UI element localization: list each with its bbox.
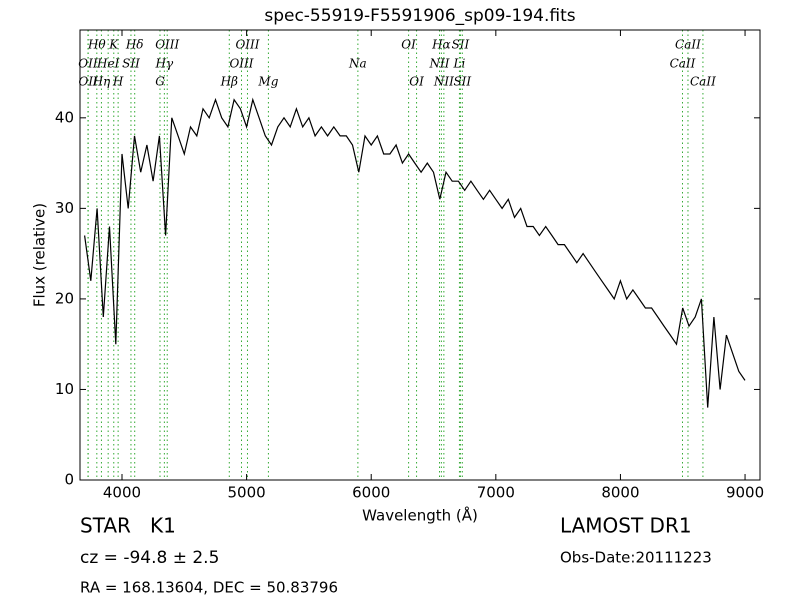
x-tick-label: 7000 <box>477 484 515 502</box>
spectral-line-label: CaII <box>690 75 716 89</box>
spectral-line-label: Li <box>453 57 466 71</box>
spectral-line-label: HeI <box>96 57 120 71</box>
x-tick-label: 9000 <box>726 484 764 502</box>
spectral-line-label: Hβ <box>220 75 238 89</box>
y-axis-label: Flux (relative) <box>31 203 49 307</box>
plot-frame <box>79 29 761 481</box>
spectral-line-label: Mg <box>257 75 278 89</box>
spectral-line-label: SII <box>122 57 140 71</box>
spectral-line-label: Hγ <box>155 57 174 71</box>
spectral-line-label: SII <box>453 75 471 89</box>
spectral-line-label: K <box>108 38 119 52</box>
spectral-line-label: H <box>112 75 124 89</box>
survey: LAMOST DR1 <box>560 514 692 538</box>
y-tick-label: 40 <box>55 108 74 126</box>
spectral-line-label: OII <box>79 75 99 89</box>
chart-title: spec-55919-F5591906_sp09-194.fits <box>264 6 575 26</box>
spectral-line-label: Na <box>348 57 367 71</box>
x-tick-label: 4000 <box>103 484 141 502</box>
spectral-line-label: OIII <box>235 38 259 52</box>
spectral-line-label: OII <box>78 57 98 71</box>
x-tick-label: 6000 <box>352 484 390 502</box>
spectral-line-label: OIII <box>155 38 179 52</box>
obs-date: Obs-Date:20111223 <box>560 549 712 567</box>
redshift: cz = -94.8 ± 2.5 <box>80 548 219 568</box>
spectral-line-label: OIII <box>229 57 253 71</box>
spectral-line-label: Hη <box>92 75 111 89</box>
spectrum <box>84 97 746 408</box>
y-tick-label: 20 <box>55 289 74 307</box>
spectral-line-label: OI <box>401 38 416 52</box>
spectral-line-label: Hδ <box>125 38 144 52</box>
x-axis-label: Wavelength (Å) <box>362 506 478 525</box>
spectral-line-label: G <box>155 75 165 89</box>
x-tick-label: 5000 <box>228 484 266 502</box>
y-tick-label: 10 <box>55 380 74 398</box>
spectral-line-label: Hα <box>431 38 451 52</box>
coordinates: RA = 168.13604, DEC = 50.83796 <box>80 579 338 597</box>
spectral-line-label: Hθ <box>87 38 106 52</box>
spectral-line-label: CaII <box>675 38 701 52</box>
spectral-line-label: OI <box>409 75 424 89</box>
spectral-line-label: NII <box>433 75 454 89</box>
spectral-line-label: NII <box>429 57 450 71</box>
y-tick-label: 30 <box>55 199 74 217</box>
spectral-line-label: CaII <box>670 57 696 71</box>
y-tick-label: 0 <box>64 471 74 489</box>
class-label: STAR K1 <box>80 514 176 538</box>
x-tick-label: 8000 <box>601 484 639 502</box>
spectral-line-label: SII <box>452 38 470 52</box>
